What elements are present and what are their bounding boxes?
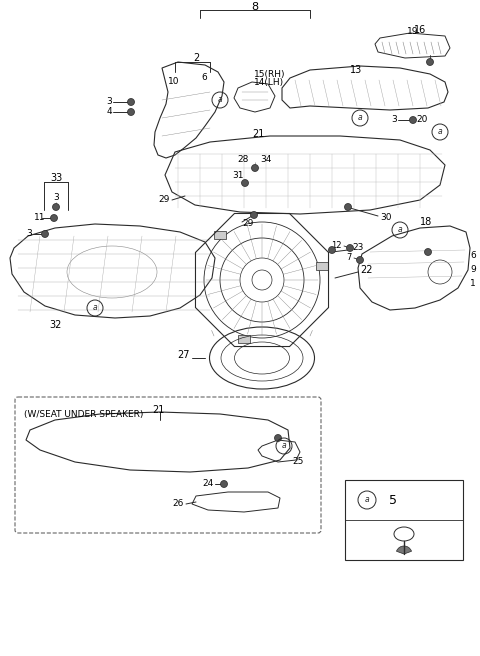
Bar: [345, 480, 463, 560]
Text: 31: 31: [232, 171, 244, 180]
Text: 6: 6: [470, 251, 476, 260]
Circle shape: [241, 180, 249, 186]
Text: 29: 29: [242, 220, 253, 228]
Text: a: a: [398, 226, 402, 234]
Text: 15(RH): 15(RH): [254, 70, 286, 79]
Text: 14(LH): 14(LH): [254, 79, 284, 87]
Text: 22: 22: [360, 265, 372, 275]
Circle shape: [424, 249, 432, 255]
Circle shape: [50, 215, 58, 222]
Text: 3: 3: [53, 194, 59, 203]
Circle shape: [328, 247, 336, 253]
Circle shape: [427, 58, 433, 66]
Text: 1: 1: [470, 279, 476, 289]
Text: 11: 11: [34, 213, 46, 222]
Circle shape: [357, 256, 363, 264]
Text: 3: 3: [106, 98, 112, 106]
Text: 18: 18: [420, 217, 432, 227]
Text: 20: 20: [416, 115, 428, 125]
Text: 27: 27: [178, 350, 190, 360]
Text: 12: 12: [332, 241, 342, 251]
Text: 3: 3: [26, 230, 32, 239]
Circle shape: [220, 480, 228, 487]
Circle shape: [275, 434, 281, 441]
Text: a: a: [365, 495, 369, 504]
Text: 30: 30: [380, 213, 392, 222]
Text: a: a: [218, 96, 222, 104]
Circle shape: [128, 98, 134, 106]
Circle shape: [409, 117, 417, 123]
Text: 2: 2: [193, 53, 199, 63]
Text: 21: 21: [252, 129, 264, 139]
Bar: [214, 230, 226, 239]
Text: 3: 3: [391, 115, 397, 125]
Circle shape: [252, 165, 259, 171]
Text: 13: 13: [350, 65, 362, 75]
Circle shape: [251, 211, 257, 218]
Text: 5: 5: [389, 493, 397, 506]
Text: 4: 4: [107, 108, 112, 117]
Circle shape: [128, 108, 134, 115]
Circle shape: [345, 203, 351, 211]
Text: 7: 7: [347, 253, 352, 262]
Text: 8: 8: [252, 2, 259, 12]
Bar: [316, 262, 328, 270]
Wedge shape: [396, 546, 411, 554]
Text: 6: 6: [201, 73, 207, 83]
Bar: [238, 335, 250, 343]
Text: a: a: [358, 113, 362, 123]
Text: 10: 10: [168, 77, 180, 87]
Text: 19: 19: [407, 26, 418, 35]
Text: 23: 23: [352, 243, 363, 253]
Text: a: a: [438, 127, 442, 136]
Text: 9: 9: [470, 266, 476, 274]
Text: 26: 26: [173, 499, 184, 508]
Text: 25: 25: [292, 457, 303, 466]
Text: 33: 33: [50, 173, 62, 183]
Text: a: a: [93, 304, 97, 312]
Text: 34: 34: [260, 155, 271, 165]
Text: 28: 28: [237, 155, 249, 165]
Text: 29: 29: [158, 195, 170, 205]
Circle shape: [52, 203, 60, 211]
Circle shape: [41, 230, 48, 237]
Circle shape: [347, 245, 353, 251]
Text: (W/SEAT UNDER SPEAKER): (W/SEAT UNDER SPEAKER): [24, 410, 144, 419]
Text: 16: 16: [414, 25, 426, 35]
Text: 24: 24: [203, 480, 214, 489]
Text: 32: 32: [49, 320, 61, 330]
Text: 21: 21: [152, 405, 164, 415]
Text: a: a: [282, 441, 286, 451]
